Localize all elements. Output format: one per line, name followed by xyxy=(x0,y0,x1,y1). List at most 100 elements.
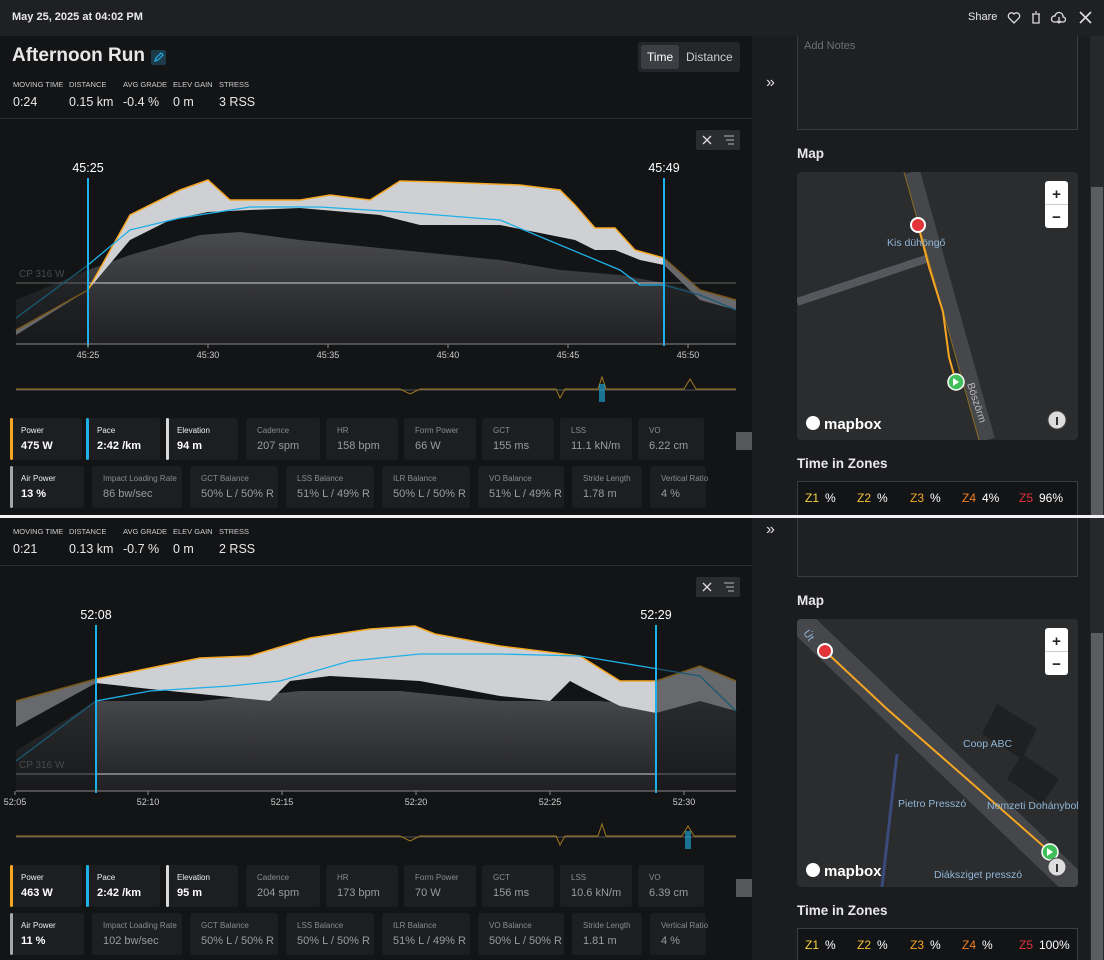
metric-card[interactable] xyxy=(638,865,704,907)
expand-toggle[interactable]: » xyxy=(766,521,775,538)
metric-card[interactable] xyxy=(246,418,320,460)
metric-value: 4 % xyxy=(661,935,680,947)
metric-accent xyxy=(166,865,169,907)
metric-label: Air Power xyxy=(21,474,56,483)
x-tick-label: 45:50 xyxy=(677,350,700,360)
edit-icon[interactable] xyxy=(151,50,166,65)
pace-line xyxy=(15,653,737,762)
activity-chart[interactable]: CP 316 W45:2545:4945:2545:3045:3545:4045… xyxy=(0,120,752,410)
metric-value: 13 % xyxy=(21,488,47,500)
mapbox-logo: mapbox xyxy=(824,863,882,880)
metric-card[interactable] xyxy=(572,913,642,955)
metric-value: 2:42 /km xyxy=(97,887,142,899)
metric-card[interactable] xyxy=(478,913,564,955)
activity-panel: MOVING TIME 0:21 DISTANCE 0.13 km AVG GRADE -… xyxy=(0,518,1104,960)
stat-label: ELEV GAIN xyxy=(173,527,213,536)
metric-card[interactable] xyxy=(92,913,182,955)
metric-card[interactable] xyxy=(404,418,476,460)
metric-card[interactable] xyxy=(10,418,82,460)
metric-label: Vertical Ratio xyxy=(661,474,709,483)
metric-card[interactable] xyxy=(86,418,160,460)
zoom-in: + xyxy=(1052,186,1061,203)
dim-left xyxy=(16,170,88,344)
metric-card[interactable] xyxy=(560,418,632,460)
metric-label: GCT Balance xyxy=(201,474,249,483)
overview-window xyxy=(685,831,691,849)
metric-label: Stride Length xyxy=(583,921,631,930)
stat-value: 0:24 xyxy=(13,95,38,109)
share-button[interactable]: Share xyxy=(968,11,998,23)
toggle-option[interactable]: Distance xyxy=(686,50,733,64)
activity-chart[interactable]: CP 316 W52:0852:2952:0552:1052:1552:2052… xyxy=(0,567,752,857)
metric-card[interactable] xyxy=(286,913,374,955)
metric-card[interactable] xyxy=(246,865,320,907)
zone-label: Z4 xyxy=(962,938,977,952)
divider xyxy=(0,118,752,119)
stat-value: 2 RSS xyxy=(219,542,256,556)
metric-value: 50% L / 50% R xyxy=(297,935,370,947)
metric-card[interactable] xyxy=(326,418,398,460)
metric-value: 158 bpm xyxy=(337,440,380,452)
metric-card[interactable] xyxy=(478,466,564,508)
metric-label: ILR Balance xyxy=(393,474,437,483)
dim-right xyxy=(664,170,736,344)
metric-label: Cadence xyxy=(257,873,290,882)
metric-card[interactable] xyxy=(10,466,84,508)
zone-label: Z3 xyxy=(910,938,925,952)
x-tick-label: 45:35 xyxy=(317,350,340,360)
zone-value: % xyxy=(930,491,941,505)
map[interactable]: Út Coop ABC Pietro Presszó Nemzeti Dohánybo… xyxy=(797,619,1078,887)
metric-card[interactable] xyxy=(650,466,706,508)
x-tick-label: 52:20 xyxy=(405,797,428,807)
metric-card[interactable] xyxy=(92,466,182,508)
metric-card[interactable] xyxy=(482,418,554,460)
metric-card[interactable] xyxy=(382,913,470,955)
metric-accent xyxy=(86,418,89,460)
metric-card[interactable] xyxy=(560,865,632,907)
zone-label: Z1 xyxy=(805,491,820,505)
metric-card[interactable] xyxy=(286,466,374,508)
metric-card[interactable] xyxy=(166,418,238,460)
metric-card[interactable] xyxy=(572,466,642,508)
edit-glyph xyxy=(154,52,164,62)
metrics-scroll-thumb xyxy=(736,879,752,897)
building xyxy=(1007,754,1059,804)
metric-card[interactable] xyxy=(10,913,84,955)
metric-value: 50% L / 50% R xyxy=(201,935,274,947)
metric-card[interactable] xyxy=(404,865,476,907)
metric-card[interactable] xyxy=(650,913,706,955)
metric-card[interactable] xyxy=(190,466,278,508)
selection-label: 52:29 xyxy=(640,608,671,622)
metric-card[interactable] xyxy=(166,865,238,907)
metric-card[interactable] xyxy=(326,865,398,907)
zoom-in: + xyxy=(1052,633,1061,650)
toggle-option[interactable]: Time xyxy=(641,45,680,69)
metric-card[interactable] xyxy=(382,466,470,508)
top-bar: May 25, 2025 at 04:02 PM Share xyxy=(0,0,1104,36)
metric-value: 475 W xyxy=(21,440,53,452)
map-title: Map xyxy=(797,593,824,608)
metric-card[interactable] xyxy=(10,865,82,907)
map[interactable]: Kis dühöngő Böszörm + − mapbox xyxy=(797,172,1078,440)
metric-value: 11 % xyxy=(21,935,46,947)
metric-card[interactable] xyxy=(482,865,554,907)
power-band xyxy=(16,626,736,727)
info-glyph xyxy=(1056,864,1058,872)
x-tick-label: 52:30 xyxy=(673,797,696,807)
expand-toggle[interactable]: » xyxy=(766,74,775,91)
dim-left xyxy=(16,617,96,791)
map-label: Coop ABC xyxy=(963,738,1012,750)
overview-trace xyxy=(16,375,736,400)
metric-value: 1.81 m xyxy=(583,935,617,947)
zone-value: % xyxy=(877,938,888,952)
toolbar-icons[interactable] xyxy=(1006,10,1098,26)
metric-card[interactable] xyxy=(86,865,160,907)
scissor-icon xyxy=(702,582,712,592)
metric-label: GCT xyxy=(493,426,510,435)
metric-card[interactable] xyxy=(190,913,278,955)
metric-label: Elevation xyxy=(177,426,210,435)
notes-placeholder[interactable]: Add Notes xyxy=(804,40,856,52)
metric-card[interactable] xyxy=(638,418,704,460)
metric-label: VO xyxy=(649,426,661,435)
